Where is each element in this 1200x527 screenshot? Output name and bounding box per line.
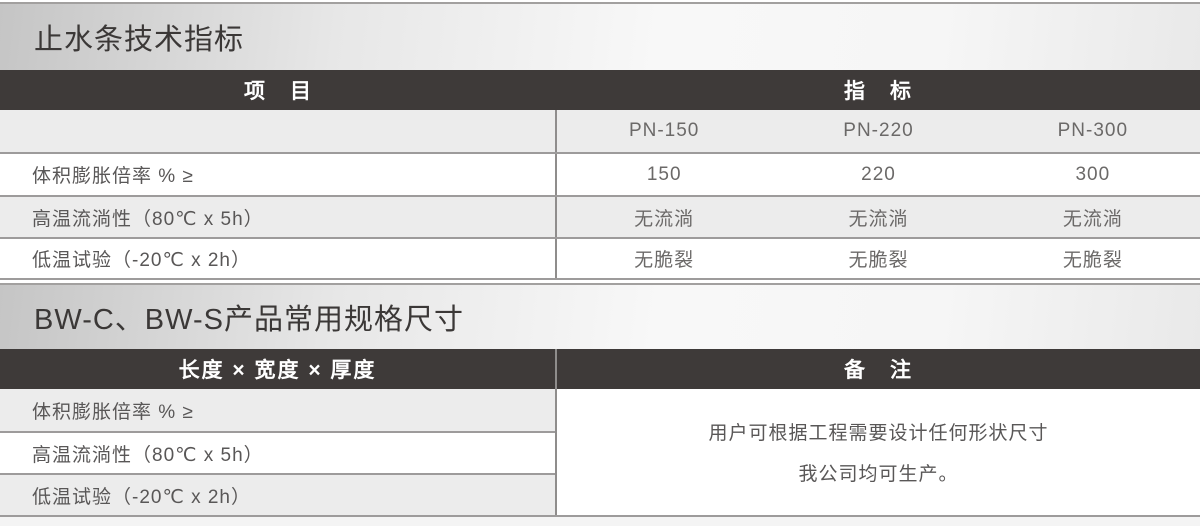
table1-col-header-pn300: PN-300 (1057, 120, 1129, 141)
table2-body: 体积膨胀倍率 % ≥ 高温流淌性（80℃ x 5h） 低温试验（-20℃ x 2… (0, 389, 1200, 517)
table1-cell-value: 无脆裂 (634, 250, 695, 271)
section1-title: 止水条技术指标 (34, 24, 245, 56)
table2-row-expansion-label: 体积膨胀倍率 % ≥ (0, 389, 555, 431)
table1-cell-value: 无脆裂 (1062, 250, 1123, 271)
section2-title-band: BW-C、BW-S产品常用规格尺寸 (0, 283, 1200, 349)
table2-header-row: 长度 × 宽度 × 厚度 备 注 (0, 349, 1200, 389)
table1-header-indicator: 指 标 (844, 80, 913, 103)
table2-header-remarks: 备 注 (844, 359, 913, 382)
table1-header-row: 项 目 指 标 (0, 70, 1200, 110)
table1-cell-value: 无流淌 (1062, 208, 1123, 230)
table1-col-header-pn220: PN-220 (843, 120, 914, 141)
table1-cell-value: 220 (861, 163, 896, 185)
table1-row-low-temp: 低温试验（-20℃ x 2h） 无脆裂 无脆裂 无脆裂 (0, 237, 1200, 280)
table1-cell-value: 无脆裂 (848, 250, 909, 271)
table1-cell-value: 150 (646, 163, 682, 185)
table2-row-high-temp-label: 高温流淌性（80℃ x 5h） (0, 431, 555, 473)
table1-cell-value: 无流淌 (634, 208, 695, 230)
bottom-strip (0, 517, 1200, 526)
table1-model-row-empty-cell (0, 110, 557, 152)
table1-cell-value: 300 (1075, 163, 1111, 185)
table2-remark-line-1: 用户可根据工程需要设计任何形状尺寸 (708, 423, 1049, 444)
table1-row-high-temp: 高温流淌性（80℃ x 5h） 无流淌 无流淌 无流淌 (0, 195, 1200, 237)
table1-header-item: 项 目 (244, 80, 313, 103)
table1-row-high-temp-label: 高温流淌性（80℃ x 5h） (0, 197, 557, 237)
table2-row-low-temp-label: 低温试验（-20℃ x 2h） (0, 473, 555, 515)
table2-left-column: 体积膨胀倍率 % ≥ 高温流淌性（80℃ x 5h） 低温试验（-20℃ x 2… (0, 389, 557, 515)
table1-cell-value: 无流淌 (848, 208, 909, 230)
table1-model-row: PN-150 PN-220 PN-300 (0, 110, 1200, 152)
table1-row-low-temp-label: 低温试验（-20℃ x 2h） (0, 239, 557, 278)
section1-title-band: 止水条技术指标 (0, 2, 1200, 70)
table2-remark-line-2: 我公司均可生产。 (798, 464, 959, 485)
table1-row-expansion: 体积膨胀倍率 % ≥ 150 220 300 (0, 152, 1200, 195)
table2-remarks-cell: 用户可根据工程需要设计任何形状尺寸 我公司均可生产。 (557, 389, 1200, 515)
table1-row-expansion-label: 体积膨胀倍率 % ≥ (0, 154, 557, 195)
table2-header-dimensions: 长度 × 宽度 × 厚度 (0, 349, 557, 389)
table1-col-header-pn150: PN-150 (628, 120, 700, 141)
section2-title: BW-C、BW-S产品常用规格尺寸 (34, 304, 464, 336)
